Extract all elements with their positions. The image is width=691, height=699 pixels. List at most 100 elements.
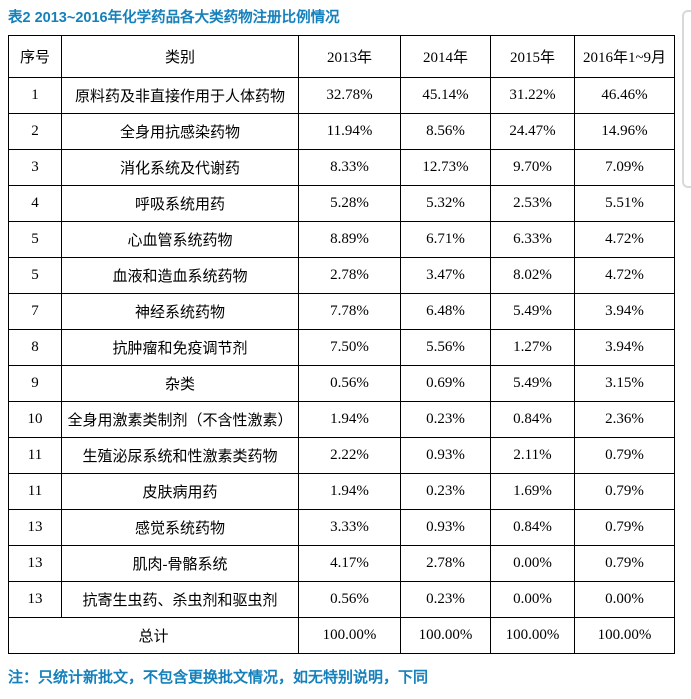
header-2013: 2013年 bbox=[298, 35, 401, 78]
rank-cell: 13 bbox=[8, 581, 62, 618]
value-2015-cell: 6.33% bbox=[490, 221, 575, 258]
table-row: 11 生殖泌尿系统和性激素类药物 2.22% 0.93% 2.11% 0.79% bbox=[8, 437, 675, 474]
table-row: 5 血液和造血系统药物 2.78% 3.47% 8.02% 4.72% bbox=[8, 257, 675, 294]
header-category: 类别 bbox=[61, 35, 299, 78]
value-2013-cell: 11.94% bbox=[298, 113, 401, 150]
value-2014-cell: 12.73% bbox=[400, 149, 491, 186]
value-2014-cell: 45.14% bbox=[400, 77, 491, 114]
table-row: 13 肌肉-骨骼系统 4.17% 2.78% 0.00% 0.79% bbox=[8, 545, 675, 582]
value-2013-cell: 5.28% bbox=[298, 185, 401, 222]
value-2014-cell: 0.69% bbox=[400, 365, 491, 402]
value-2016-cell: 14.96% bbox=[574, 113, 675, 150]
value-2015-cell: 8.02% bbox=[490, 257, 575, 294]
value-2013-cell: 2.22% bbox=[298, 437, 401, 474]
value-2013-cell: 0.56% bbox=[298, 365, 401, 402]
value-2016-cell: 5.51% bbox=[574, 185, 675, 222]
value-2013-cell: 32.78% bbox=[298, 77, 401, 114]
value-2015-cell: 5.49% bbox=[490, 365, 575, 402]
value-2016-cell: 3.94% bbox=[574, 329, 675, 366]
category-cell: 心血管系统药物 bbox=[61, 221, 299, 258]
table-row: 8 抗肿瘤和免疫调节剂 7.50% 5.56% 1.27% 3.94% bbox=[8, 329, 675, 366]
rank-cell: 5 bbox=[8, 257, 62, 294]
value-2013-cell: 7.78% bbox=[298, 293, 401, 330]
table-body: 1 原料药及非直接作用于人体药物 32.78% 45.14% 31.22% 46.46% 2… bbox=[8, 77, 675, 618]
table-row: 10 全身用激素类制剂（不含性激素） 1.94% 0.23% 0.84% 2.36% bbox=[8, 401, 675, 438]
value-2016-cell: 7.09% bbox=[574, 149, 675, 186]
category-cell: 原料药及非直接作用于人体药物 bbox=[61, 77, 299, 114]
category-cell: 皮肤病用药 bbox=[61, 473, 299, 510]
value-2015-cell: 2.11% bbox=[490, 437, 575, 474]
value-2015-cell: 24.47% bbox=[490, 113, 575, 150]
value-2016-cell: 0.79% bbox=[574, 437, 675, 474]
value-2014-cell: 0.93% bbox=[400, 437, 491, 474]
table-row: 4 呼吸系统用药 5.28% 5.32% 2.53% 5.51% bbox=[8, 185, 675, 222]
rank-cell: 10 bbox=[8, 401, 62, 438]
category-cell: 杂类 bbox=[61, 365, 299, 402]
rank-cell: 11 bbox=[8, 437, 62, 474]
value-2015-cell: 2.53% bbox=[490, 185, 575, 222]
category-cell: 生殖泌尿系统和性激素类药物 bbox=[61, 437, 299, 474]
table-row: 13 抗寄生虫药、杀虫剂和驱虫剂 0.56% 0.23% 0.00% 0.00% bbox=[8, 581, 675, 618]
category-cell: 抗寄生虫药、杀虫剂和驱虫剂 bbox=[61, 581, 299, 618]
value-2015-cell: 5.49% bbox=[490, 293, 575, 330]
table-header: 序号 类别 2013年 2014年 2015年 2016年1~9月 bbox=[8, 35, 675, 78]
rank-cell: 11 bbox=[8, 473, 62, 510]
category-cell: 神经系统药物 bbox=[61, 293, 299, 330]
table-title: 表2 2013~2016年化学药品各大类药物注册比例情况 bbox=[8, 10, 340, 26]
value-2013-cell: 7.50% bbox=[298, 329, 401, 366]
category-cell: 全身用激素类制剂（不含性激素） bbox=[61, 401, 299, 438]
value-2016-cell: 0.00% bbox=[574, 581, 675, 618]
value-2014-cell: 3.47% bbox=[400, 257, 491, 294]
category-cell: 血液和造血系统药物 bbox=[61, 257, 299, 294]
value-2013-cell: 1.94% bbox=[298, 401, 401, 438]
value-2014-cell: 5.32% bbox=[400, 185, 491, 222]
value-2016-cell: 0.79% bbox=[574, 509, 675, 546]
rank-cell: 13 bbox=[8, 509, 62, 546]
rank-cell: 2 bbox=[8, 113, 62, 150]
value-2015-cell: 0.00% bbox=[490, 545, 575, 582]
value-2014-cell: 6.71% bbox=[400, 221, 491, 258]
table-row: 11 皮肤病用药 1.94% 0.23% 1.69% 0.79% bbox=[8, 473, 675, 510]
value-2015-cell: 1.69% bbox=[490, 473, 575, 510]
drug-registration-table: 序号 类别 2013年 2014年 2015年 2016年1~9月 1 原料药及非… bbox=[8, 35, 675, 654]
value-2014-cell: 8.56% bbox=[400, 113, 491, 150]
total-label-cell: 总计 bbox=[8, 617, 299, 654]
total-value-cell: 100.00% bbox=[400, 617, 491, 654]
total-value-cell: 100.00% bbox=[574, 617, 675, 654]
table-row: 9 杂类 0.56% 0.69% 5.49% 3.15% bbox=[8, 365, 675, 402]
value-2014-cell: 6.48% bbox=[400, 293, 491, 330]
value-2016-cell: 4.72% bbox=[574, 221, 675, 258]
value-2015-cell: 0.84% bbox=[490, 509, 575, 546]
header-rank: 序号 bbox=[8, 35, 62, 78]
value-2015-cell: 9.70% bbox=[490, 149, 575, 186]
rank-cell: 8 bbox=[8, 329, 62, 366]
rank-cell: 1 bbox=[8, 77, 62, 114]
category-cell: 全身用抗感染药物 bbox=[61, 113, 299, 150]
table-footnote: 注：只统计新批文，不包含更换批文情况，如无特别说明，下同 bbox=[8, 669, 429, 686]
header-2016: 2016年1~9月 bbox=[574, 35, 675, 78]
value-2015-cell: 31.22% bbox=[490, 77, 575, 114]
table-row: 7 神经系统药物 7.78% 6.48% 5.49% 3.94% bbox=[8, 293, 675, 330]
table-row: 3 消化系统及代谢药 8.33% 12.73% 9.70% 7.09% bbox=[8, 149, 675, 186]
table-row: 13 感觉系统药物 3.33% 0.93% 0.84% 0.79% bbox=[8, 509, 675, 546]
value-2014-cell: 5.56% bbox=[400, 329, 491, 366]
rank-cell: 13 bbox=[8, 545, 62, 582]
header-2015: 2015年 bbox=[490, 35, 575, 78]
value-2014-cell: 0.23% bbox=[400, 401, 491, 438]
value-2016-cell: 3.15% bbox=[574, 365, 675, 402]
category-cell: 呼吸系统用药 bbox=[61, 185, 299, 222]
value-2014-cell: 0.23% bbox=[400, 581, 491, 618]
rank-cell: 5 bbox=[8, 221, 62, 258]
header-row: 序号 类别 2013年 2014年 2015年 2016年1~9月 bbox=[8, 35, 675, 78]
value-2016-cell: 2.36% bbox=[574, 401, 675, 438]
value-2013-cell: 8.33% bbox=[298, 149, 401, 186]
table-row: 1 原料药及非直接作用于人体药物 32.78% 45.14% 31.22% 46.46% bbox=[8, 77, 675, 114]
total-value-cell: 100.00% bbox=[490, 617, 575, 654]
value-2014-cell: 0.93% bbox=[400, 509, 491, 546]
total-value-cell: 100.00% bbox=[298, 617, 401, 654]
value-2014-cell: 2.78% bbox=[400, 545, 491, 582]
value-2015-cell: 0.84% bbox=[490, 401, 575, 438]
value-2014-cell: 0.23% bbox=[400, 473, 491, 510]
header-2014: 2014年 bbox=[400, 35, 491, 78]
